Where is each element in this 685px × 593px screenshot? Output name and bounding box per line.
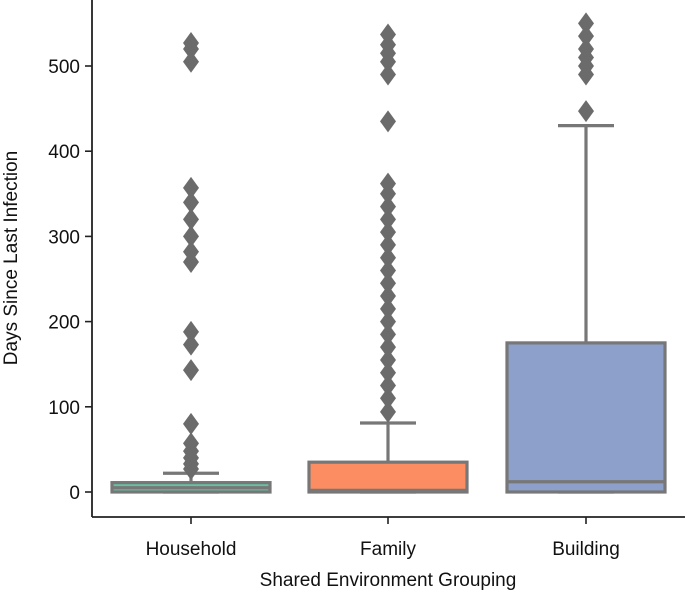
x-axis-label: Shared Environment Grouping (260, 570, 517, 591)
outlier-point (380, 336, 396, 359)
outlier-point (183, 320, 199, 343)
outlier-point (183, 432, 199, 455)
box-group-building (505, 12, 667, 494)
box-group-family (307, 23, 469, 494)
y-tick-label: 100 (48, 398, 80, 419)
outlier-point (380, 310, 396, 333)
outlier-point (183, 208, 199, 231)
outlier-point (380, 172, 396, 195)
outlier-point (578, 100, 594, 123)
outlier-point (380, 348, 396, 371)
outlier-point (380, 361, 396, 384)
y-axis-label: Days Since Last Infection (1, 151, 22, 365)
outlier-point (578, 37, 594, 60)
outlier-point (380, 233, 396, 256)
outlier-point (380, 400, 396, 423)
x-tick-label: Family (360, 539, 416, 560)
outlier-point (380, 285, 396, 308)
outlier-point (578, 25, 594, 48)
outlier-point (183, 50, 199, 73)
y-tick-label: 500 (48, 57, 80, 78)
plot-area (110, 12, 667, 494)
outlier-point (380, 272, 396, 295)
outlier-point (380, 63, 396, 86)
outlier-point (380, 23, 396, 46)
outlier-point (380, 208, 396, 231)
outlier-point (380, 221, 396, 244)
outlier-point (578, 12, 594, 35)
box-group-household (110, 31, 272, 494)
outlier-point (183, 225, 199, 248)
outlier-point (380, 259, 396, 282)
outlier-point (183, 359, 199, 382)
outlier-point (183, 333, 199, 356)
iqr-box (505, 341, 667, 494)
x-tick-label: Household (146, 539, 237, 560)
outlier-point (183, 31, 199, 54)
outlier-point (380, 297, 396, 320)
outlier-point (183, 176, 199, 199)
x-tick-label: Building (552, 539, 620, 560)
outlier-point (183, 191, 199, 214)
axes: 0 100 200 300 400 500 Household Family Building (48, 0, 685, 560)
outlier-point (380, 387, 396, 410)
y-tick-label: 300 (48, 227, 80, 248)
y-tick-label: 200 (48, 313, 80, 334)
y-tick-label: 400 (48, 142, 80, 163)
outlier-point (380, 323, 396, 346)
outlier-point (183, 240, 199, 263)
outlier-point (380, 374, 396, 397)
outlier-point (380, 110, 396, 133)
outlier-point (380, 195, 396, 218)
iqr-box (307, 460, 469, 494)
outlier-point (183, 412, 199, 435)
outlier-point (380, 246, 396, 269)
y-tick-label: 0 (69, 483, 80, 504)
